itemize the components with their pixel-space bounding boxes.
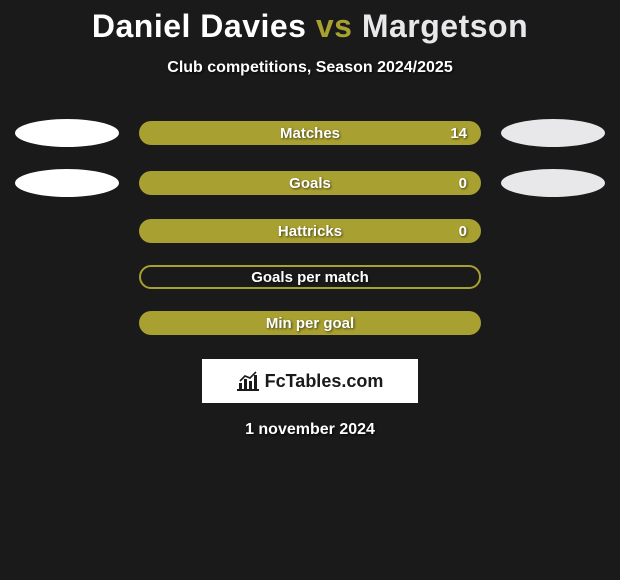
stat-row: Hattricks 0 bbox=[0, 219, 620, 243]
stat-bar: Goals per match bbox=[139, 265, 481, 289]
branding-text: FcTables.com bbox=[265, 371, 384, 392]
stat-row: Goals 0 bbox=[0, 169, 620, 197]
stat-bar: Min per goal bbox=[139, 311, 481, 335]
comparison-card: Daniel Davies vs Margetson Club competit… bbox=[0, 0, 620, 439]
player2-marker bbox=[501, 119, 605, 147]
stat-label: Goals per match bbox=[251, 269, 369, 286]
stat-label: Hattricks bbox=[278, 223, 342, 240]
stat-bar: Goals 0 bbox=[139, 171, 481, 195]
player2-name: Margetson bbox=[362, 8, 528, 44]
player1-marker bbox=[15, 169, 119, 197]
player1-name: Daniel Davies bbox=[92, 8, 307, 44]
stat-bar: Hattricks 0 bbox=[139, 219, 481, 243]
page-title: Daniel Davies vs Margetson bbox=[0, 8, 620, 45]
branding-badge: FcTables.com bbox=[202, 359, 418, 403]
stat-value: 0 bbox=[459, 223, 467, 240]
vs-separator: vs bbox=[316, 8, 353, 44]
player1-marker bbox=[15, 119, 119, 147]
stat-value: 0 bbox=[459, 175, 467, 192]
stat-rows: Matches 14 Goals 0 Hattricks 0 Goals per match… bbox=[0, 119, 620, 335]
subtitle: Club competitions, Season 2024/2025 bbox=[0, 59, 620, 77]
stat-row: Goals per match bbox=[0, 265, 620, 289]
stat-row: Matches 14 bbox=[0, 119, 620, 147]
chart-icon bbox=[237, 371, 259, 391]
stat-row: Min per goal bbox=[0, 311, 620, 335]
stat-bar: Matches 14 bbox=[139, 121, 481, 145]
stat-value: 14 bbox=[450, 125, 467, 142]
stat-label: Goals bbox=[289, 175, 331, 192]
player2-marker bbox=[501, 169, 605, 197]
stat-label: Min per goal bbox=[266, 315, 354, 332]
stat-label: Matches bbox=[280, 125, 340, 142]
date-label: 1 november 2024 bbox=[0, 421, 620, 439]
